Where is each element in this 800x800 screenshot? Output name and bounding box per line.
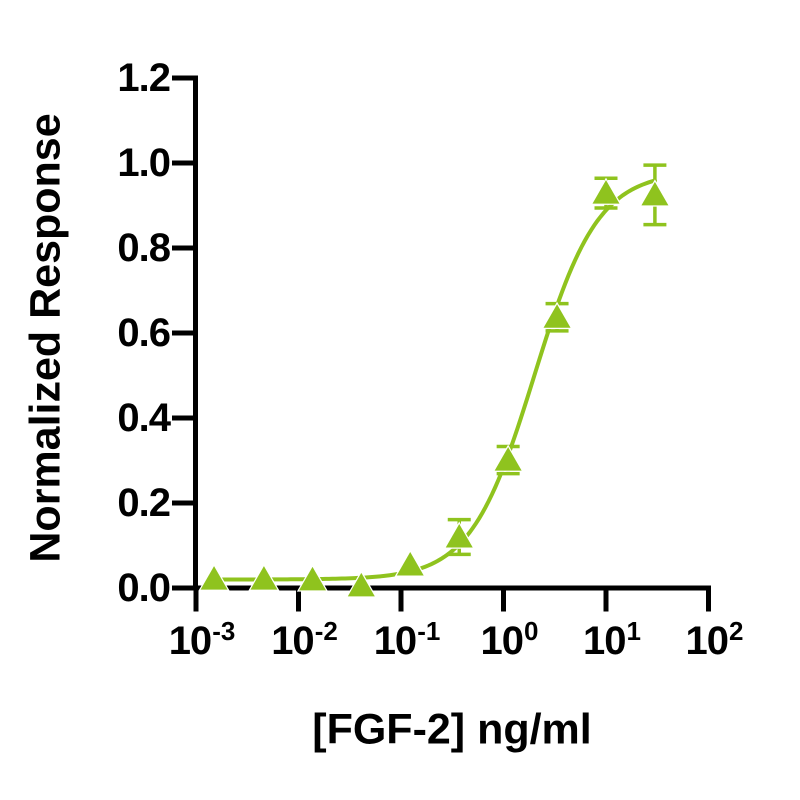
x-tick-label: 10-1 [337, 616, 477, 668]
y-tick-label: 0.0 [117, 566, 171, 610]
data-point-marker [345, 570, 377, 598]
data-point-marker [248, 563, 280, 591]
y-tick-label: 0.4 [117, 396, 171, 440]
x-tick-base: 10 [685, 619, 729, 663]
data-point-marker [492, 444, 524, 472]
x-axis-title: [FGF-2] ng/ml [312, 705, 592, 754]
x-tick-exponent: -1 [417, 616, 441, 646]
x-tick-label: 102 [645, 616, 785, 668]
x-tick-base: 10 [583, 619, 626, 663]
data-point-marker [394, 549, 426, 577]
x-tick-base: 10 [480, 619, 524, 663]
data-point-marker [296, 564, 329, 592]
x-tick-label: 10-3 [132, 616, 272, 668]
y-tick-label: 1.0 [117, 141, 171, 185]
x-tick-exponent: 0 [524, 616, 539, 646]
x-tick-base: 10 [271, 619, 314, 663]
y-tick-label: 0.6 [117, 311, 171, 355]
x-tick-label: 100 [440, 616, 580, 668]
y-axis-title: Normalized Response [21, 113, 70, 563]
y-tick-label: 1.2 [117, 56, 171, 100]
data-point-marker [590, 177, 622, 205]
x-tick-label: 101 [542, 616, 682, 668]
x-tick-exponent: -2 [314, 616, 338, 646]
x-tick-label: 10-2 [235, 616, 375, 668]
y-tick-label: 0.2 [117, 481, 171, 525]
fit-curve [205, 178, 657, 582]
data-point-marker [198, 563, 230, 591]
x-tick-base: 10 [168, 619, 212, 663]
data-point-marker [639, 179, 671, 207]
x-tick-base: 10 [373, 619, 417, 663]
y-tick-label: 0.8 [117, 226, 171, 270]
x-tick-exponent: -3 [212, 616, 236, 646]
x-tick-exponent: 1 [626, 616, 641, 646]
data-point-marker [443, 521, 475, 549]
x-tick-exponent: 2 [729, 616, 744, 646]
data-point-marker [541, 301, 573, 330]
